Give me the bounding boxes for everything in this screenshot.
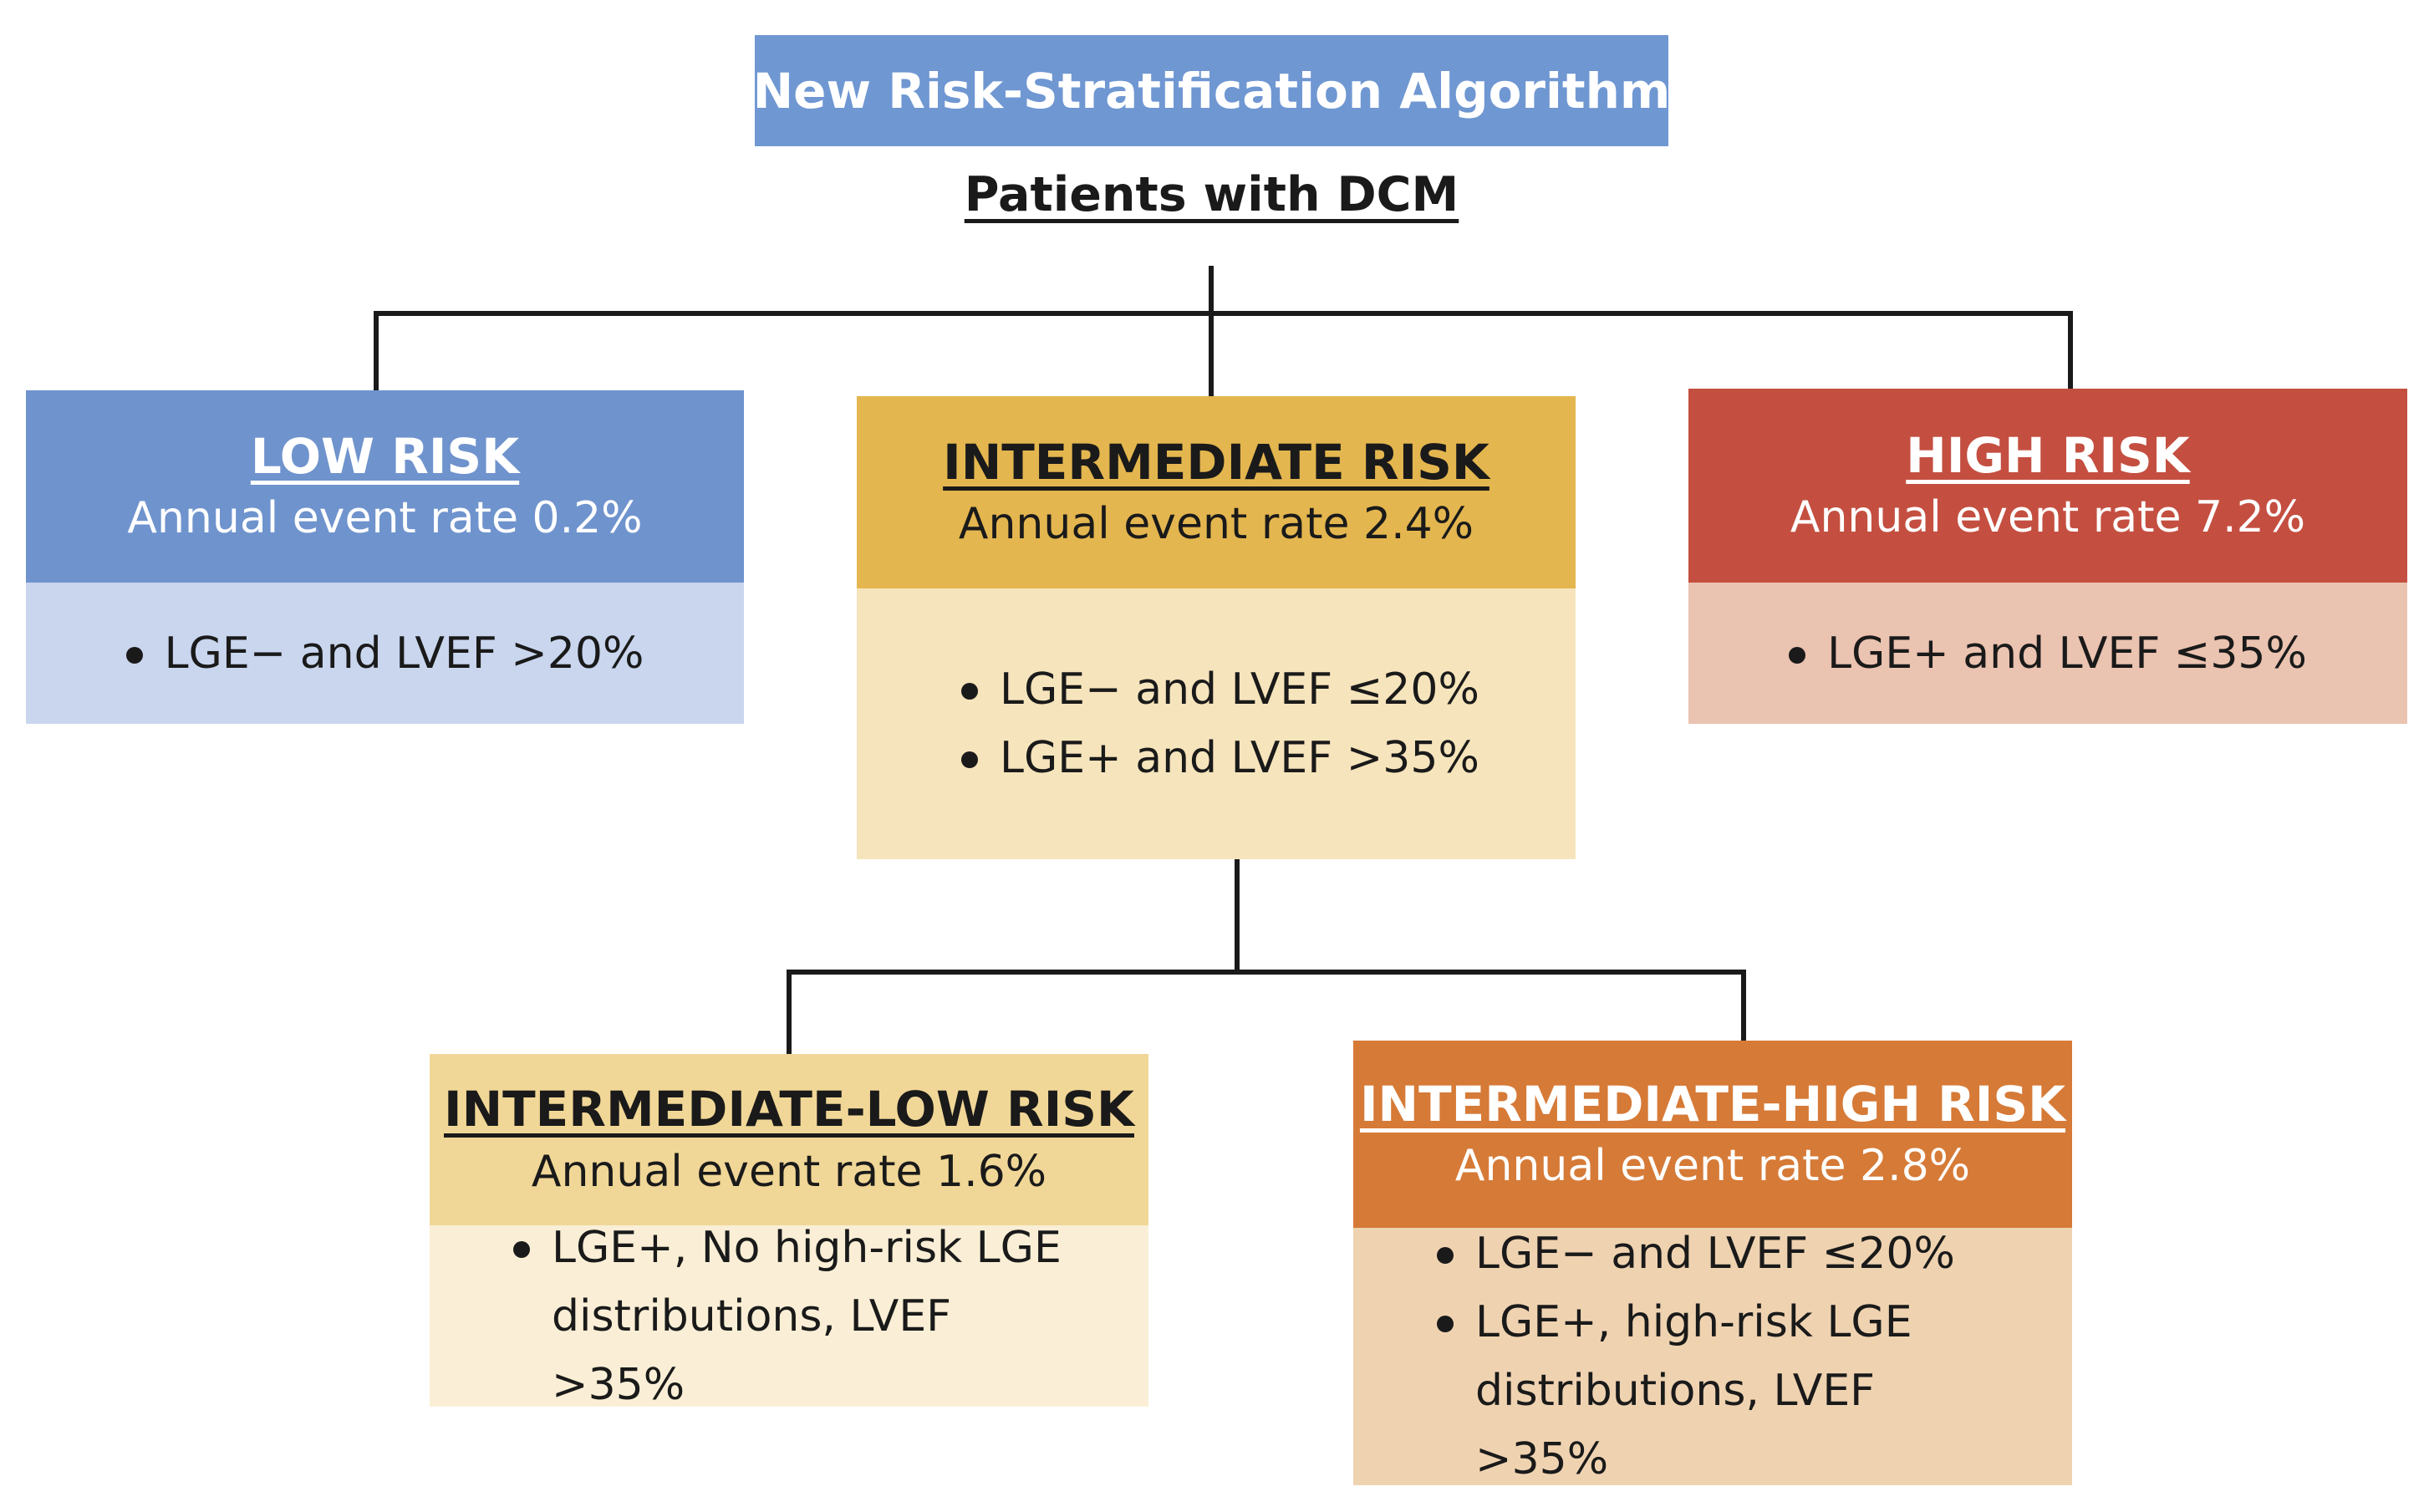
criteria-item: LGE+, high-risk LGE distributions, LVEF … [1437,1288,2010,1494]
top-branch-line [374,311,2073,390]
low-risk-title: LOW RISK [250,427,520,485]
low-risk-criteria: LGE− and LVEF >20% [26,583,744,724]
criteria-item: LGE+, No high-risk LGE distributions, LV… [513,1214,1087,1419]
intermediate-high-risk-header: INTERMEDIATE-HIGH RISK Annual event rate… [1353,1041,2072,1228]
intermediate-high-risk-rate: Annual event rate 2.8% [1454,1141,1971,1192]
low-risk-node: LOW RISK Annual event rate 0.2% LGE− and… [26,390,744,724]
intermediate-low-risk-node: INTERMEDIATE-LOW RISK Annual event rate … [430,1054,1148,1410]
intermediate-risk-rate: Annual event rate 2.4% [958,499,1474,550]
low-risk-header: LOW RISK Annual event rate 0.2% [26,390,744,583]
intermediate-low-risk-title: INTERMEDIATE-LOW RISK [444,1081,1134,1138]
intermediate-risk-node: INTERMEDIATE RISK Annual event rate 2.4%… [857,396,1576,859]
intermediate-high-risk-title: INTERMEDIATE-HIGH RISK [1359,1075,2066,1133]
high-risk-header: HIGH RISK Annual event rate 7.2% [1688,389,2407,583]
high-risk-criteria: LGE+ and LVEF ≤35% [1688,583,2407,724]
algorithm-title: New Risk-Stratification Algorithm [752,62,1671,120]
criteria-item: LGE+ and LVEF ≤35% [1789,619,2307,688]
intermediate-low-risk-criteria: LGE+, No high-risk LGE distributions, LV… [430,1223,1148,1410]
intermediate-high-risk-criteria: LGE− and LVEF ≤20% LGE+, high-risk LGE d… [1353,1228,2072,1485]
sub-branch-line [787,970,1746,1054]
intermediate-risk-title: INTERMEDIATE RISK [943,433,1489,491]
intermediate-risk-criteria: LGE− and LVEF ≤20% LGE+ and LVEF >35% [857,588,1576,859]
high-risk-rate: Annual event rate 7.2% [1790,492,2306,543]
criteria-item: LGE+ and LVEF >35% [961,724,1479,792]
high-risk-title: HIGH RISK [1906,426,2190,484]
criteria-item: LGE− and LVEF >20% [125,619,644,688]
algorithm-title-box: New Risk-Stratification Algorithm [752,35,1671,146]
criteria-item: LGE− and LVEF ≤20% [1437,1219,1955,1288]
intermediate-low-risk-header: INTERMEDIATE-LOW RISK Annual event rate … [430,1054,1148,1225]
intermediate-low-risk-rate: Annual event rate 1.6% [531,1146,1047,1197]
intermediate-high-risk-node: INTERMEDIATE-HIGH RISK Annual event rate… [1353,1041,2072,1485]
criteria-item: LGE− and LVEF ≤20% [961,655,1479,724]
low-risk-rate: Annual event rate 0.2% [127,493,643,544]
high-risk-node: HIGH RISK Annual event rate 7.2% LGE+ an… [1688,389,2407,724]
patients-label: Patients with DCM [964,167,1459,222]
intermediate-risk-header: INTERMEDIATE RISK Annual event rate 2.4% [857,396,1576,588]
